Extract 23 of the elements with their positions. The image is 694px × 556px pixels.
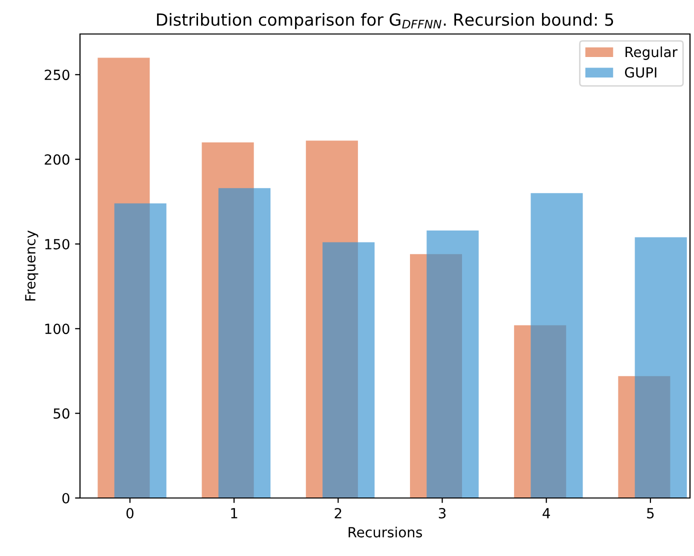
bar — [98, 58, 150, 498]
legend-label: Regular — [626, 46, 678, 60]
x-tick-label: 1 — [231, 508, 238, 518]
legend-label: GUPI — [625, 67, 656, 78]
y-tick-label: 100 — [45, 324, 70, 334]
chart-title: Distribution comparison for G$_{DFFNN}$. Recursion bound: 5 — [157, 13, 614, 30]
x-tick-label: 2 — [334, 508, 342, 518]
bar — [514, 325, 566, 498]
bar — [618, 376, 670, 498]
bar — [410, 254, 462, 498]
x-axis-title: Recursions — [348, 526, 422, 538]
y-tick-label: 50 — [54, 408, 70, 419]
x-tick-label: 5 — [647, 508, 654, 518]
bar — [306, 140, 358, 498]
y-tick-label: 150 — [45, 238, 70, 250]
x-tick-label: 4 — [542, 508, 550, 518]
x-tick-label: 3 — [438, 508, 446, 518]
bar — [202, 142, 254, 498]
y-tick-label: 0 — [62, 492, 70, 504]
y-tick-label: 200 — [44, 154, 70, 165]
x-tick-label: 0 — [126, 508, 134, 518]
y-tick-label: 250 — [44, 70, 70, 80]
y-axis-title: Frequency — [25, 230, 38, 301]
